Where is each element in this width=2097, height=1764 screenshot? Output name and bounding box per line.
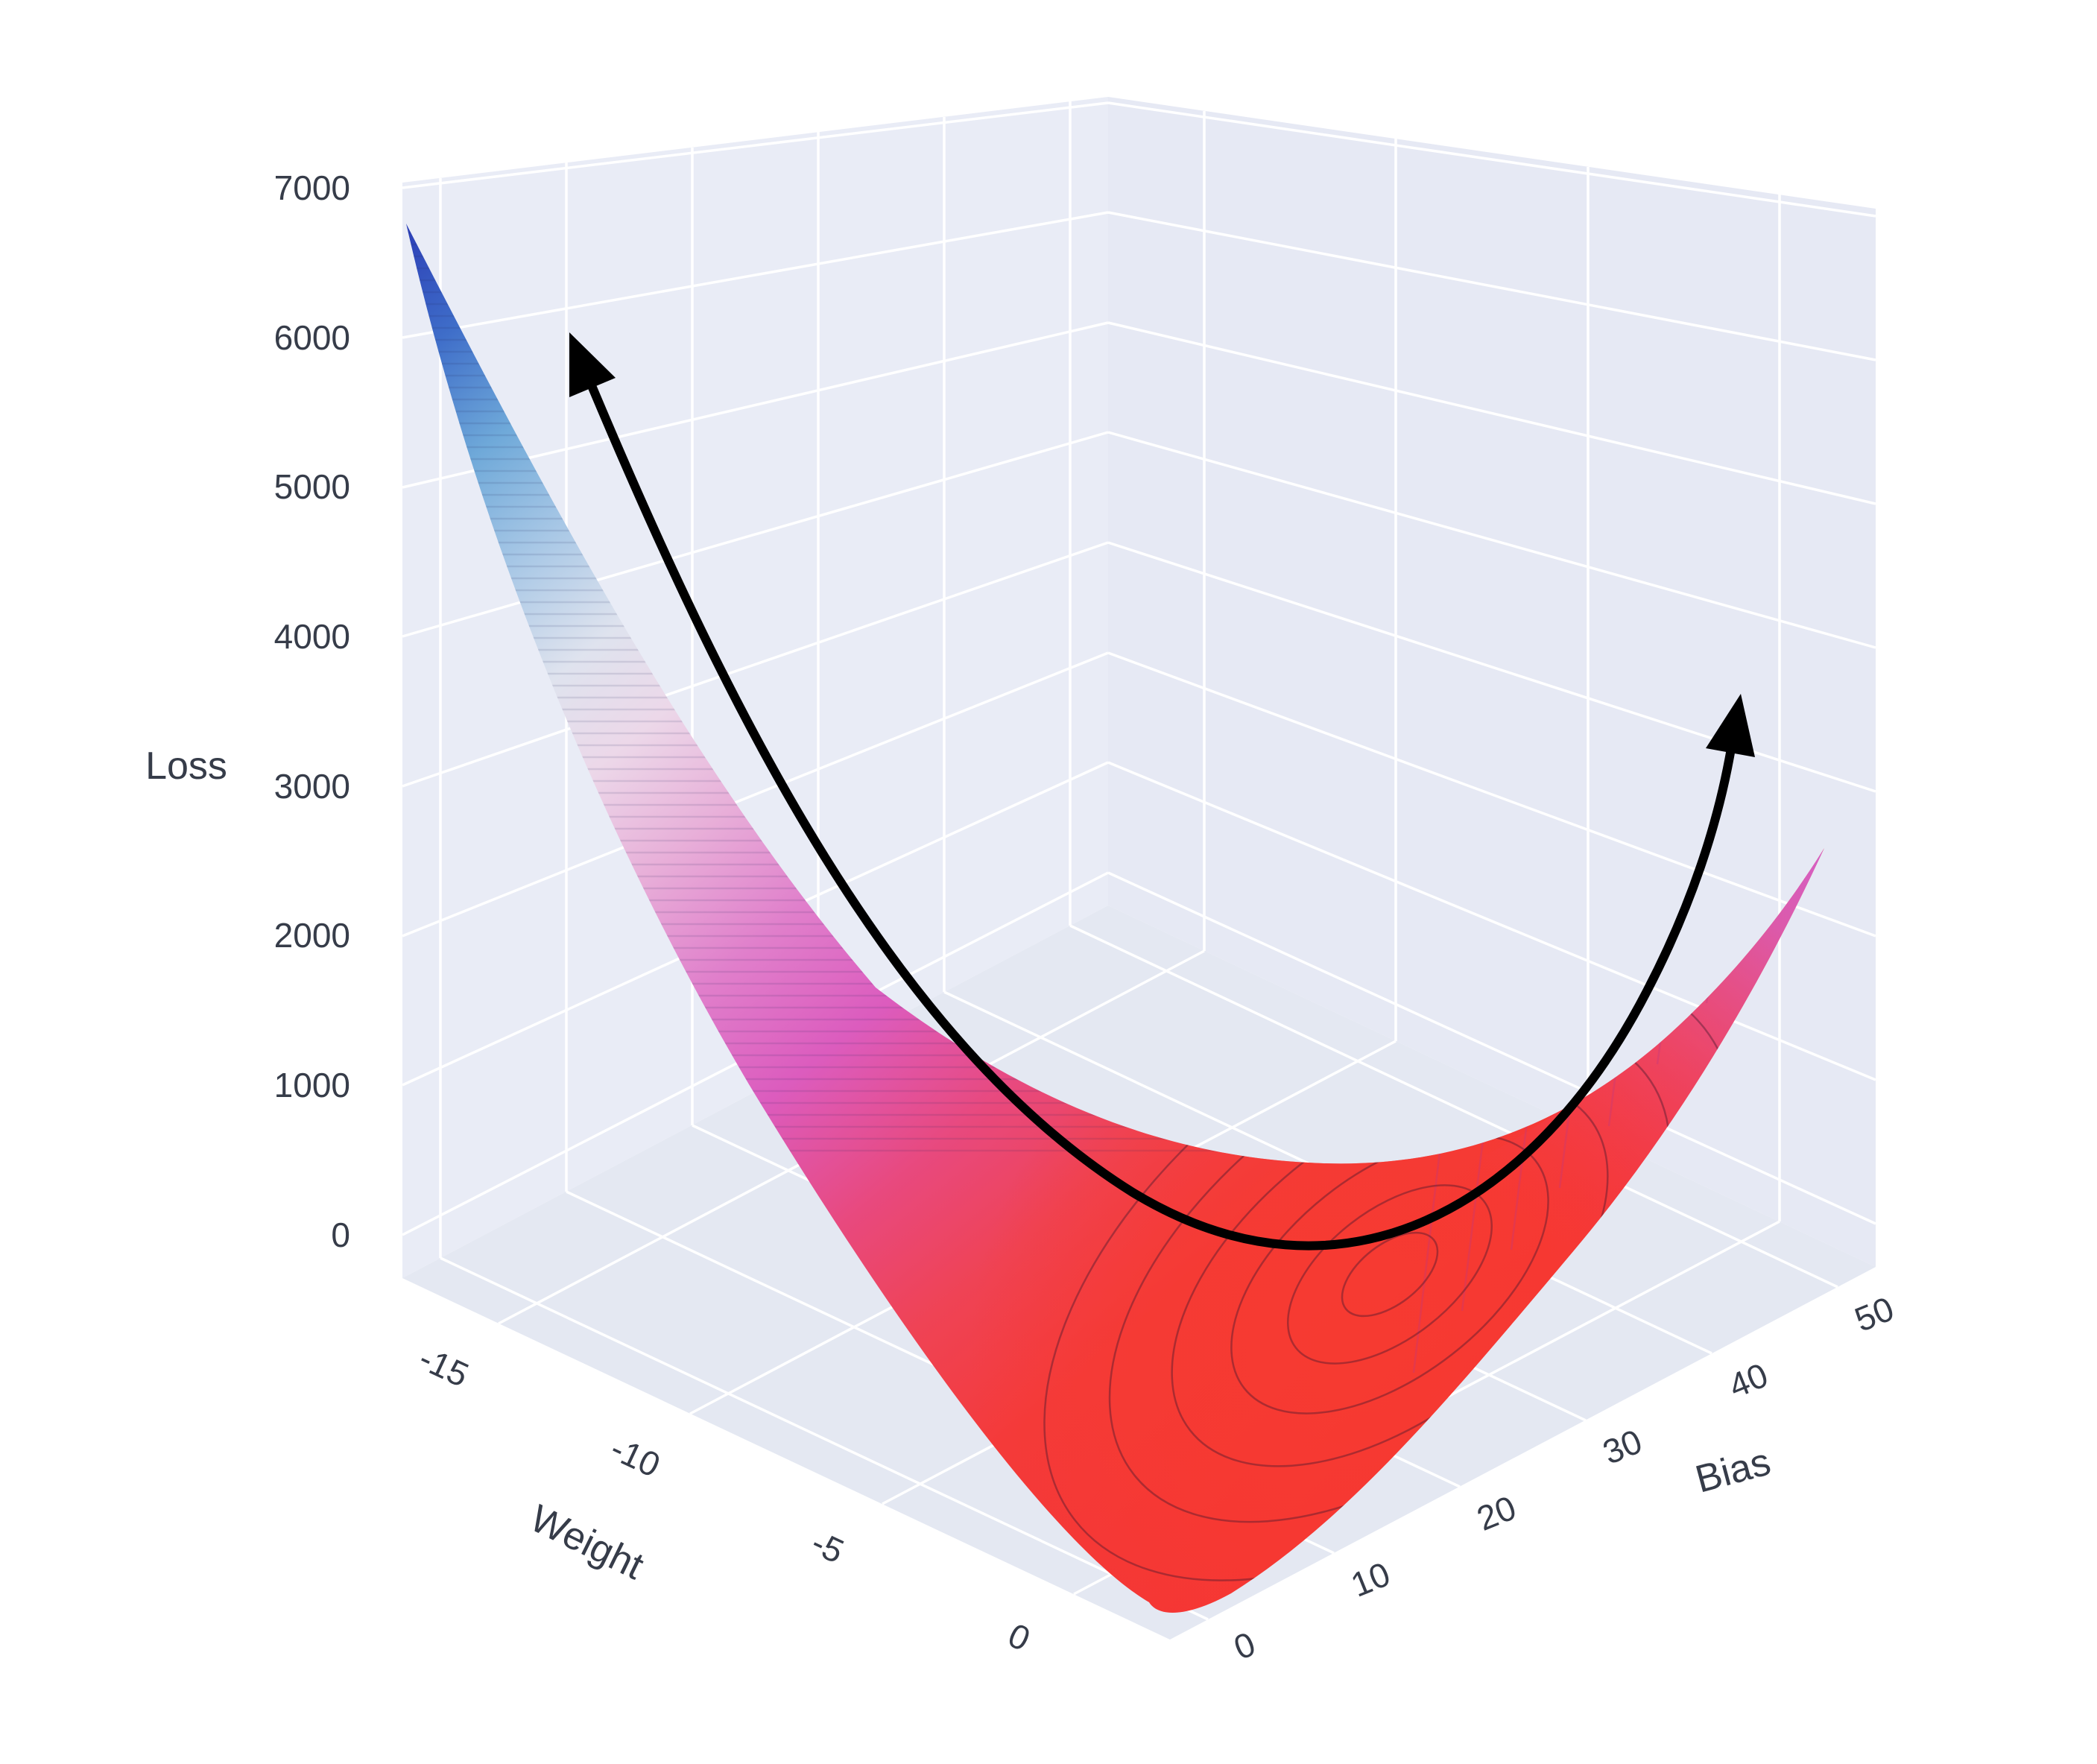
z-axis-labels: 0 1000 2000 3000 4000 5000 6000 7000 Los… <box>145 168 350 1254</box>
valley-arrow <box>569 332 1755 1251</box>
x-axis-tick: -5 <box>806 1523 850 1570</box>
z-axis-tick: 1000 <box>274 1066 350 1104</box>
z-axis-tick: 7000 <box>274 168 350 207</box>
grid-right-wall <box>1107 101 1876 1225</box>
y-axis-tick: 20 <box>1472 1488 1522 1537</box>
y-axis-title: Bias <box>1691 1440 1775 1501</box>
back-right-wall <box>1108 97 1876 1267</box>
y-axis-tick: 10 <box>1346 1554 1396 1604</box>
z-axis-tick: 6000 <box>274 318 350 357</box>
valley-arrow-curve <box>588 383 1735 1251</box>
y-axis-tick: 30 <box>1598 1421 1648 1471</box>
z-axis-tick: 3000 <box>274 767 350 806</box>
x-axis-tick: -15 <box>414 1338 475 1394</box>
z-axis-tick: 5000 <box>274 467 350 506</box>
x-axis-tick: 0 <box>1002 1616 1036 1659</box>
y-axis-tick: 50 <box>1850 1289 1900 1338</box>
y-axis-tick: 40 <box>1724 1355 1774 1405</box>
z-axis-tick: 0 <box>331 1215 350 1254</box>
y-axis-tick: 0 <box>1228 1624 1260 1667</box>
arrowhead-left-icon <box>569 332 616 397</box>
z-axis-tick: 2000 <box>274 916 350 955</box>
x-axis-title: Weight <box>523 1496 651 1588</box>
arrowhead-right-icon <box>1706 694 1755 757</box>
z-axis-title: Loss <box>145 745 227 788</box>
z-axis-tick: 4000 <box>274 617 350 656</box>
x-axis-tick: -10 <box>605 1429 666 1485</box>
